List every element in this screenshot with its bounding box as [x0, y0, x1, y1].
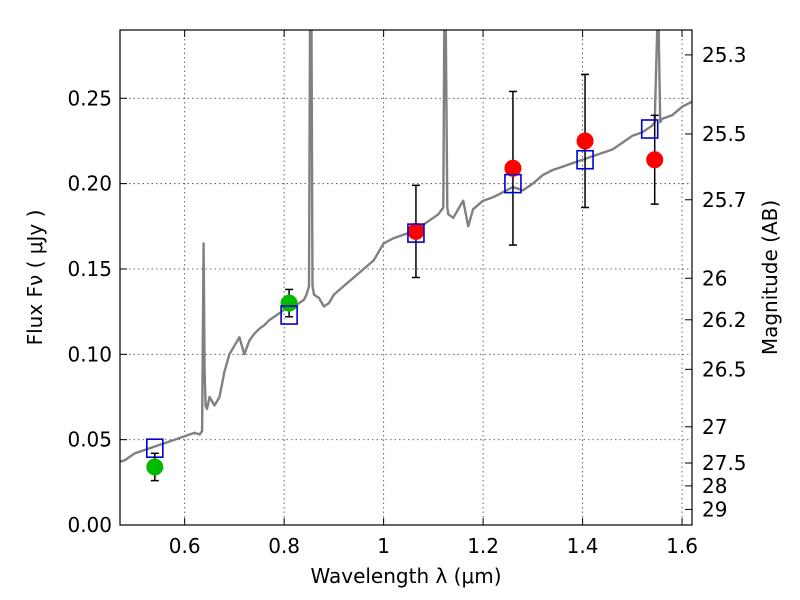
y2-tick-label: 26.2 — [702, 308, 747, 332]
plot-frame — [119, 29, 693, 526]
y-axis-ticks: 0.00 0.05 0.10 0.15 0.20 0.25 — [67, 86, 127, 537]
y2-tick-label: 26 — [702, 266, 727, 290]
red-data-point — [576, 132, 594, 150]
points-layer — [146, 132, 664, 476]
y2-tick-label: 27 — [702, 415, 727, 439]
green-data-point — [146, 458, 164, 476]
y2-tick-label: 25.3 — [702, 43, 747, 67]
y2-tick-label: 25.5 — [702, 122, 747, 146]
y2-tick-label: 25.7 — [702, 188, 747, 212]
model-square — [146, 438, 164, 458]
red-data-point — [407, 222, 425, 240]
green-data-point — [280, 294, 298, 312]
y-tick-label: 0.25 — [67, 86, 112, 110]
x-tick-label: 1 — [377, 534, 390, 558]
y2-tick-label: 27.5 — [702, 451, 747, 475]
y-axis-label: Flux Fν ( μJy ) — [23, 210, 47, 346]
model-square — [504, 173, 522, 194]
model-layer — [146, 119, 659, 458]
x-axis-ticks: 0.6 0.8 1 1.2 1.4 1.6 — [169, 30, 698, 558]
model-square — [640, 119, 659, 139]
y-tick-label: 0.00 — [67, 513, 112, 537]
y-tick-label: 0.05 — [67, 428, 112, 452]
y2-tick-label: 29 — [702, 497, 727, 521]
y2-tick-label: 28 — [702, 474, 727, 498]
x-tick-label: 1.4 — [567, 534, 599, 558]
y-tick-label: 0.10 — [67, 342, 112, 366]
x-tick-label: 1.6 — [666, 534, 698, 558]
x-tick-label: 0.6 — [169, 534, 201, 558]
y-tick-label: 0.20 — [67, 172, 112, 196]
red-data-point — [646, 151, 664, 169]
model-square — [576, 149, 594, 170]
x-tick-label: 1.2 — [467, 534, 499, 558]
y-tick-label: 0.15 — [67, 257, 112, 281]
x-tick-label: 0.8 — [268, 534, 300, 558]
grid-lines — [120, 30, 692, 525]
x-axis-label: Wavelength λ (μm) — [310, 564, 501, 588]
model-square — [280, 305, 298, 325]
spectrum-layer — [120, 30, 692, 463]
y2-axis-label: Magnitude (AB) — [758, 200, 782, 355]
red-data-point — [504, 159, 522, 177]
model-square — [407, 223, 425, 243]
y2-tick-label: 26.5 — [702, 357, 747, 381]
spectrum-line — [120, 30, 692, 463]
